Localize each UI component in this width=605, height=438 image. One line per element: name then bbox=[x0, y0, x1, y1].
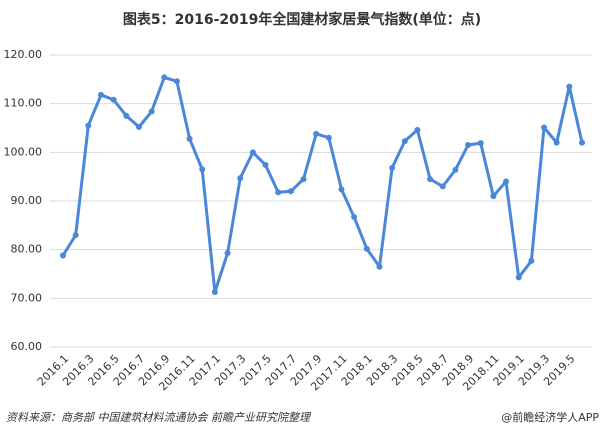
point bbox=[199, 166, 206, 173]
credit: @前瞻经济学人APP bbox=[501, 410, 599, 424]
point bbox=[401, 138, 408, 145]
point bbox=[72, 232, 79, 239]
y-tick-label: 70.00 bbox=[11, 291, 43, 304]
point bbox=[211, 289, 218, 296]
source: 资料来源：商务部 中国建筑材料流通协会 前瞻产业研究院整理 bbox=[6, 411, 312, 424]
point bbox=[325, 134, 332, 141]
point bbox=[110, 96, 117, 103]
point bbox=[97, 91, 104, 98]
point bbox=[452, 166, 459, 173]
point bbox=[262, 161, 269, 168]
point bbox=[465, 142, 472, 149]
point bbox=[161, 74, 168, 81]
point bbox=[300, 176, 307, 183]
point bbox=[287, 188, 294, 195]
point bbox=[490, 193, 497, 200]
point bbox=[528, 257, 535, 264]
point bbox=[275, 189, 282, 196]
chart-title: 图表5：2016-2019年全国建材家居景气指数(单位：点) bbox=[123, 11, 481, 28]
point bbox=[389, 164, 396, 171]
point bbox=[123, 112, 130, 119]
point bbox=[541, 124, 548, 131]
y-tick-label: 60.00 bbox=[11, 340, 43, 353]
point bbox=[363, 245, 370, 252]
point bbox=[427, 176, 434, 183]
point bbox=[414, 126, 421, 133]
line bbox=[61, 75, 584, 294]
point bbox=[439, 183, 446, 190]
point bbox=[376, 263, 383, 270]
point bbox=[351, 214, 358, 221]
point bbox=[579, 139, 585, 146]
point bbox=[515, 274, 522, 281]
y-tick-label: 90.00 bbox=[11, 194, 43, 207]
point bbox=[249, 149, 256, 156]
point bbox=[173, 78, 180, 85]
point bbox=[313, 130, 320, 137]
point bbox=[338, 186, 345, 193]
point bbox=[60, 252, 66, 259]
y-tick-label: 120.00 bbox=[4, 48, 43, 61]
point bbox=[224, 250, 231, 257]
y-tick-label: 80.00 bbox=[11, 243, 43, 256]
point bbox=[566, 83, 573, 90]
point bbox=[503, 178, 510, 185]
point bbox=[135, 124, 142, 131]
point bbox=[237, 175, 244, 182]
point bbox=[85, 122, 92, 129]
y-tick-label: 110.00 bbox=[4, 97, 43, 110]
point bbox=[477, 140, 484, 147]
point bbox=[148, 108, 155, 115]
point bbox=[553, 139, 560, 146]
y-tick-label: 100.00 bbox=[4, 145, 43, 158]
point bbox=[186, 135, 193, 142]
